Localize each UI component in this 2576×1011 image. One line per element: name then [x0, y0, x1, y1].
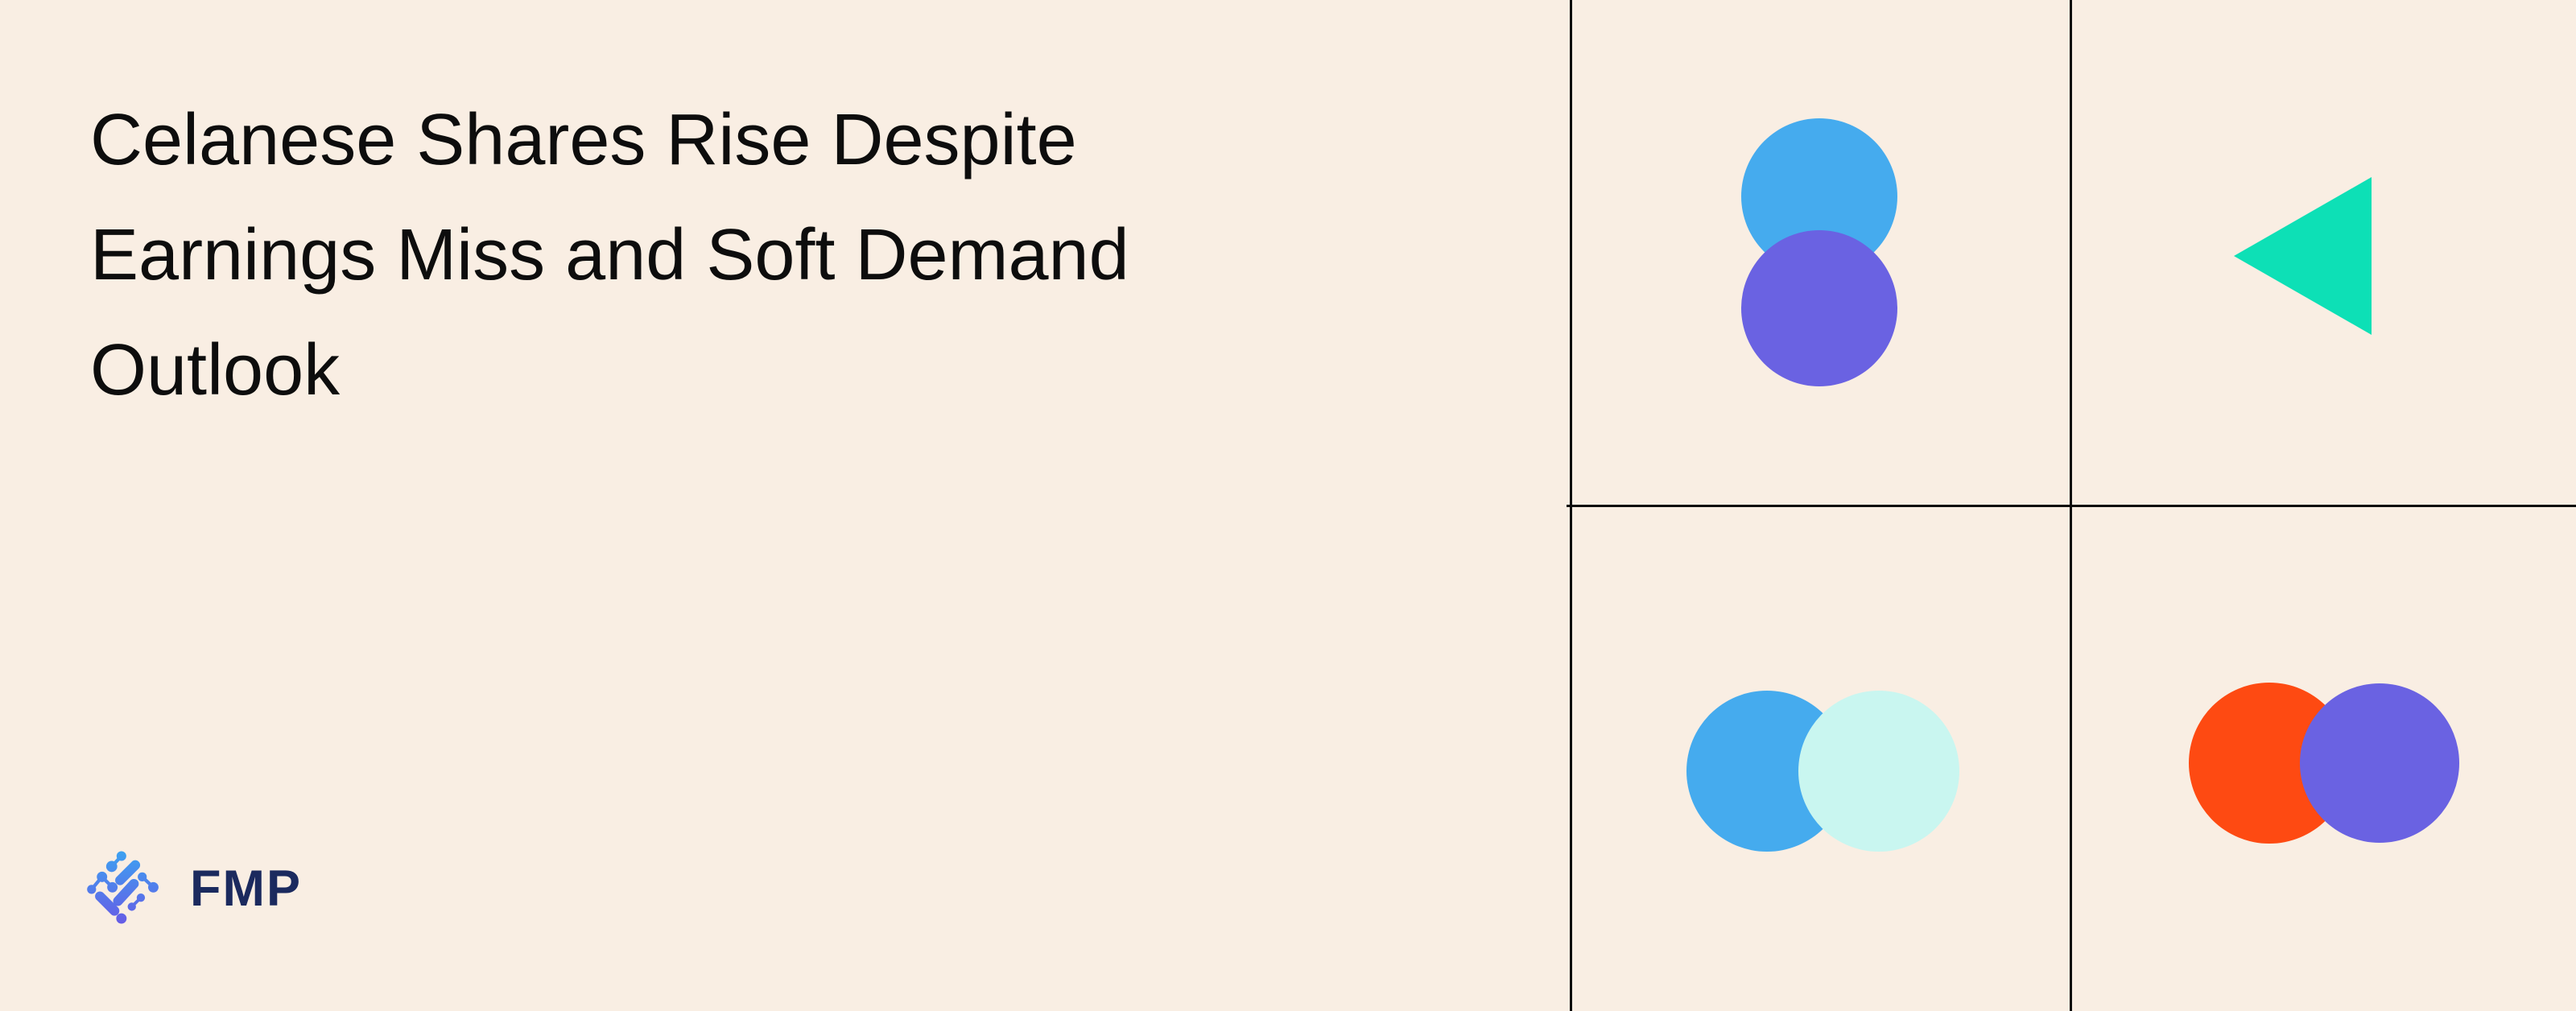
fmp-logo: FMP [80, 844, 302, 934]
circle-purple-top-cell [1741, 230, 1897, 386]
headline-line-3: Outlook [90, 330, 341, 411]
circle-cyan-bottom-left-cell [1798, 691, 1959, 852]
fmp-molecule-icon [87, 851, 159, 924]
headline-line-2: Earnings Miss and Soft Demand [90, 215, 1129, 295]
grid-line-horizontal [1567, 505, 2576, 507]
fmp-wordmark: FMP [190, 860, 302, 917]
triangle-left-icon [2234, 177, 2372, 335]
headline-line-1: Celanese Shares Rise Despite [90, 100, 1077, 180]
circle-purple-bottom-right-cell [2300, 683, 2459, 843]
headline: Celanese Shares Rise Despite Earnings Mi… [90, 83, 1129, 428]
